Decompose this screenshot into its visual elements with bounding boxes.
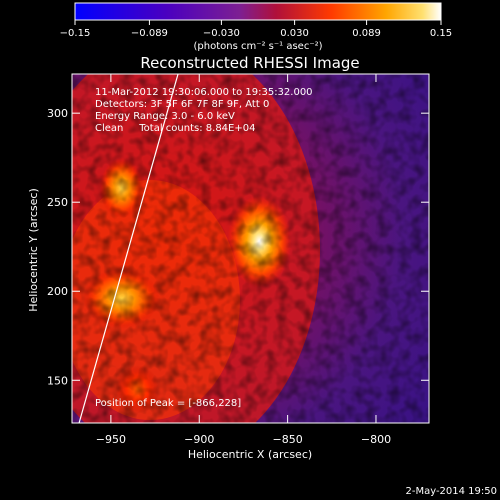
x-tick-label: −800: [361, 433, 391, 446]
peak-position-label: Position of Peak = [-866,228]: [95, 398, 241, 409]
y-tick-label: 300: [47, 107, 68, 120]
y-tick-label: 250: [47, 196, 68, 209]
colorbar-tick-label: −0.15: [60, 28, 91, 39]
image-mottle: [72, 74, 429, 423]
info-detectors: Detectors: 3F 5F 6F 7F 8F 9F, Att 0: [95, 99, 269, 110]
colorbar-tick-label: −0.030: [203, 28, 240, 39]
x-axis-label: Heliocentric X (arcsec): [188, 448, 312, 461]
info-time-range: 11-Mar-2012 19:30:06.000 to 19:35:32.000: [95, 87, 313, 98]
y-axis-label: Heliocentric Y (arcsec): [27, 188, 40, 312]
info-clean-counts: Clean Total counts: 8.84E+04: [95, 123, 255, 134]
footer-date: 2-May-2014 19:50: [405, 486, 497, 497]
colorbar: −0.15 −0.089 −0.030 0.030 0.089 0.15 (photons…: [60, 2, 452, 52]
chart-title: Reconstructed RHESSI Image: [140, 54, 359, 72]
colorbar-gradient: [74, 2, 442, 21]
colorbar-units: (photons cm⁻² s⁻¹ asec⁻²): [193, 41, 322, 52]
x-tick-label: −900: [184, 433, 214, 446]
image-area: [72, 74, 429, 423]
x-tick-label: −950: [96, 433, 126, 446]
info-energy: Energy Range: 3.0 - 6.0 keV: [95, 111, 235, 122]
colorbar-tick-label: 0.089: [352, 28, 381, 39]
solar-limb-line: [78, 74, 179, 423]
colorbar-tick-label: 0.030: [280, 28, 309, 39]
colorbar-ticks: −0.15 −0.089 −0.030 0.030 0.089 0.15: [60, 20, 452, 39]
plot-frame: [71, 73, 430, 424]
colorbar-tick-label: −0.089: [131, 28, 168, 39]
axis-ticks: −950 −900 −850 −800 150 200 250 300: [47, 74, 429, 446]
info-block: 11-Mar-2012 19:30:06.000 to 19:35:32.000…: [95, 87, 313, 134]
y-tick-label: 200: [47, 285, 68, 298]
x-tick-label: −850: [273, 433, 303, 446]
y-tick-label: 150: [47, 374, 68, 387]
colorbar-tick-label: 0.15: [430, 28, 452, 39]
